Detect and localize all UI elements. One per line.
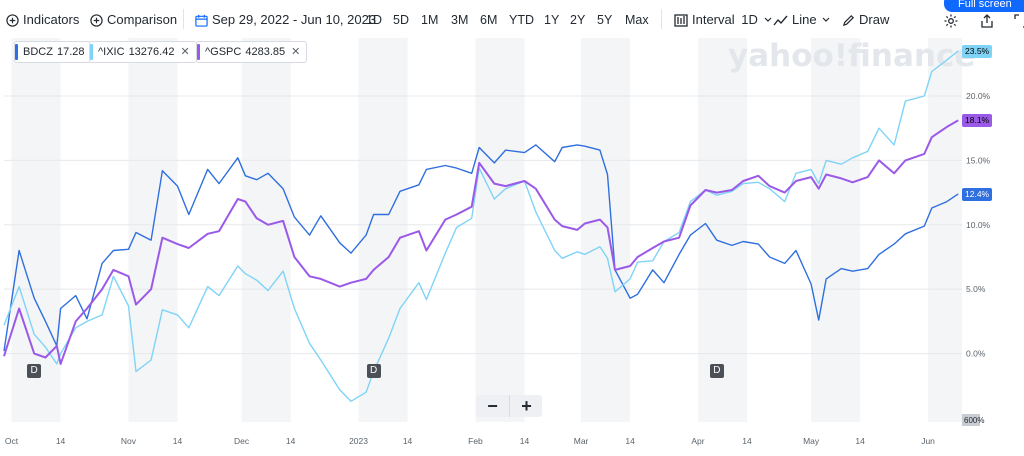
x-tick-label: 14 bbox=[855, 436, 865, 446]
toolbar-divider bbox=[661, 9, 662, 29]
chevron-down-icon bbox=[764, 17, 771, 22]
zoom-out-button[interactable]: − bbox=[487, 396, 498, 416]
chip-symbol: ^GSPC bbox=[205, 46, 242, 58]
date-range-picker[interactable]: Sep 29, 2022 - Jun 10, 2023 bbox=[195, 11, 376, 29]
gear-icon[interactable] bbox=[943, 13, 959, 29]
series-line-bdcz bbox=[3, 144, 959, 352]
chip-value: 13276.42 bbox=[128, 46, 175, 58]
volume-scale-label: 600% bbox=[964, 416, 984, 425]
chart-type-selector[interactable]: Line bbox=[773, 11, 834, 29]
comparison-button[interactable]: Comparison bbox=[90, 11, 177, 29]
chart-type-label: Line bbox=[792, 12, 817, 27]
series-line-gspc bbox=[3, 119, 959, 365]
time-band bbox=[928, 38, 962, 422]
range-button-1m[interactable]: 1M bbox=[421, 13, 439, 27]
series-end-badge: 18.1% bbox=[962, 114, 993, 128]
y-tick-label: 15.0% bbox=[966, 155, 991, 165]
y-tick-label: 0.0% bbox=[966, 349, 986, 359]
draw-button[interactable]: Draw bbox=[842, 11, 889, 29]
chevron-down-icon bbox=[822, 17, 830, 22]
zoom-in-button[interactable]: + bbox=[509, 395, 543, 417]
range-button-5y[interactable]: 5Y bbox=[597, 13, 613, 27]
indicators-label: Indicators bbox=[23, 12, 80, 27]
time-band bbox=[241, 38, 291, 422]
plus-circle-icon bbox=[6, 14, 19, 27]
x-tick-label: Nov bbox=[121, 436, 137, 446]
expand-icon[interactable] bbox=[1013, 13, 1024, 29]
x-tick-label: 14 bbox=[742, 436, 752, 446]
x-tick-label: 14 bbox=[286, 436, 296, 446]
x-tick-label: Mar bbox=[574, 436, 589, 446]
full-screen-label: Full screen bbox=[958, 0, 1012, 10]
chip-symbol: BDCZ bbox=[23, 46, 53, 58]
x-tick-label: 14 bbox=[56, 436, 66, 446]
candles-icon bbox=[674, 14, 688, 27]
zoom-controls: − + bbox=[476, 395, 542, 417]
x-tick-label: Dec bbox=[234, 436, 250, 446]
dividend-marker[interactable]: D bbox=[366, 364, 381, 378]
draw-label: Draw bbox=[859, 12, 890, 27]
x-tick-label: 14 bbox=[625, 436, 635, 446]
x-tick-label: Feb bbox=[468, 436, 483, 446]
series-end-badge: 23.5% bbox=[962, 44, 993, 58]
comparison-chip-bdcz[interactable]: BDCZ 17.28 bbox=[14, 41, 92, 63]
range-button-1d[interactable]: 1D bbox=[366, 13, 382, 27]
line-chart-icon bbox=[773, 15, 788, 26]
interval-label: Interval bbox=[692, 12, 735, 27]
full-screen-button[interactable]: Full screen bbox=[944, 0, 1024, 12]
series-color-swatch bbox=[15, 44, 18, 60]
dividend-marker[interactable]: D bbox=[27, 364, 42, 378]
chart-toolbar: Indicators Comparison Sep 29, 2022 - Jun… bbox=[0, 0, 1024, 38]
interval-selector[interactable]: Interval 1D bbox=[674, 11, 776, 29]
y-tick-label: 5.0% bbox=[966, 284, 986, 294]
range-button-3m[interactable]: 3M bbox=[451, 13, 469, 27]
date-range-text: Sep 29, 2022 - Jun 10, 2023 bbox=[212, 12, 377, 27]
x-tick-label: Jun bbox=[921, 436, 935, 446]
close-icon[interactable]: ✕ bbox=[180, 46, 190, 58]
x-tick-label: Oct bbox=[5, 436, 19, 446]
interval-value: 1D bbox=[741, 12, 758, 27]
yahoo-finance-watermark: yahoo!finance bbox=[728, 38, 975, 74]
x-tick-label: 2023 bbox=[349, 436, 368, 446]
x-tick-label: Apr bbox=[691, 436, 704, 446]
pencil-icon bbox=[842, 15, 854, 27]
indicators-button[interactable]: Indicators bbox=[6, 11, 79, 29]
range-button-2y[interactable]: 2Y bbox=[570, 13, 586, 27]
chip-value: 4283.85 bbox=[245, 46, 286, 58]
comparison-chip-gspc[interactable]: ^GSPC 4283.85 ✕ bbox=[196, 41, 308, 63]
y-tick-label: 20.0% bbox=[966, 91, 991, 101]
toolbar-divider bbox=[183, 9, 184, 29]
chip-symbol: ^IXIC bbox=[98, 46, 125, 58]
time-band bbox=[358, 38, 408, 422]
volume-scale-box bbox=[962, 414, 980, 426]
x-tick-label: 14 bbox=[173, 436, 183, 446]
series-color-swatch bbox=[197, 44, 200, 60]
dividend-marker[interactable]: D bbox=[709, 364, 724, 378]
series-line-ixic bbox=[3, 50, 959, 402]
range-button-max[interactable]: Max bbox=[625, 13, 649, 27]
series-color-swatch bbox=[90, 44, 93, 60]
x-tick-label: 14 bbox=[520, 436, 530, 446]
range-button-6m[interactable]: 6M bbox=[480, 13, 498, 27]
time-band bbox=[475, 38, 525, 422]
share-icon[interactable] bbox=[979, 13, 995, 29]
chip-value: 17.28 bbox=[56, 46, 85, 58]
y-tick-label: 10.0% bbox=[966, 220, 991, 230]
time-band bbox=[697, 38, 748, 422]
range-button-1y[interactable]: 1Y bbox=[544, 13, 560, 27]
range-button-ytd[interactable]: YTD bbox=[509, 13, 534, 27]
calendar-icon bbox=[195, 14, 208, 27]
series-end-badge: 12.4% bbox=[962, 187, 993, 201]
comparison-label: Comparison bbox=[107, 12, 178, 27]
plus-circle-icon bbox=[90, 14, 103, 27]
time-band bbox=[581, 38, 631, 422]
x-tick-label: May bbox=[803, 436, 820, 446]
range-button-5d[interactable]: 5D bbox=[393, 13, 409, 27]
close-icon[interactable]: ✕ bbox=[291, 46, 301, 58]
time-band bbox=[811, 38, 861, 422]
comparison-chip-ixic[interactable]: ^IXIC 13276.42 ✕ bbox=[89, 41, 197, 63]
x-tick-label: 14 bbox=[403, 436, 413, 446]
